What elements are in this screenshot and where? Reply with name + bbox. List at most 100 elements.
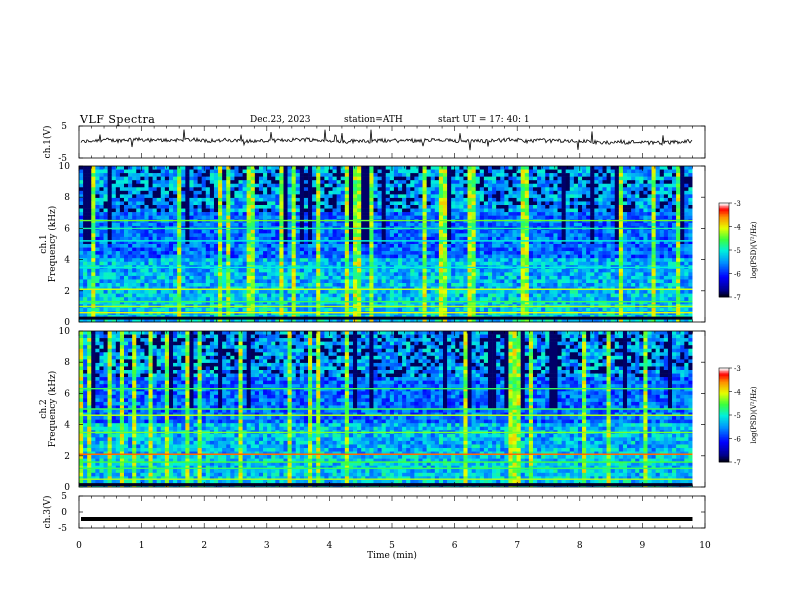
psd-cell [299,290,305,294]
psd-cell [234,283,239,287]
psd-cell [336,307,342,312]
psd-cell [361,187,366,192]
psd-cell [267,254,272,259]
psd-cell [242,194,247,199]
psd-cell [263,286,268,291]
psd-cell [181,293,186,298]
psd-cell [389,215,395,220]
psd-cell [365,215,370,220]
psd-cell [185,293,190,298]
psd-cell [222,293,227,298]
psd-cell [136,244,141,248]
psd-cell [271,208,276,213]
psd-cell [185,212,190,216]
psd-cell [140,183,145,188]
psd-cell [189,183,194,188]
psd-cell [406,272,411,277]
psd-cell [193,190,198,195]
psd-cell [377,244,382,248]
psd-cell [467,236,472,241]
psd-cell [365,307,370,312]
psd-cell [152,307,158,312]
psd-cell [197,261,202,266]
psd-cell [87,190,92,195]
psd-cell [389,286,395,291]
psd-cell [496,307,501,312]
psd-cell [246,272,252,277]
psd-cell [312,261,317,266]
psd-cell [328,268,333,273]
psd-cell [492,176,497,181]
psd-cell [316,222,321,227]
psd-cell [254,283,260,287]
psd-cell [504,290,509,294]
psd-cell [242,240,247,245]
psd-cell [328,279,333,284]
psd-cell [201,187,207,192]
psd-cell [524,187,530,192]
psd-cell [512,275,517,280]
psd-cell [357,169,362,174]
psd-cell [451,173,456,177]
psd-cell [160,208,166,213]
psd-cell [467,194,472,199]
psd-cell [148,268,153,273]
psd-cell [336,318,342,323]
psd-cell [226,268,231,273]
psd-cell [504,176,509,181]
psd-cell [410,229,415,234]
psd-cell [393,297,399,302]
psd-cell [459,187,464,192]
psd-cell [99,201,104,206]
psd-cell [177,244,182,248]
psd-cell [254,268,260,273]
psd-cell [222,283,227,287]
psd-cell [79,173,84,177]
psd-cell [348,268,354,273]
psd-cell [83,169,88,174]
psd-cell [385,215,391,220]
psd-cell [222,307,227,312]
psd-cell [528,236,534,241]
psd-cell [353,258,358,263]
psd-cell [438,173,444,177]
psd-cell [132,254,137,259]
psd-cell [422,212,427,216]
psd-cell [267,222,272,227]
psd-cell [103,254,108,259]
psd-cell [500,176,505,181]
psd-cell [287,169,292,174]
psd-cell [275,318,280,323]
psd-cell [119,251,125,255]
psd-cell [348,251,354,255]
psd-cell [332,197,337,202]
psd-cell [410,297,415,302]
psd-cell [156,279,162,284]
psd-cell [209,247,215,252]
psd-cell [357,251,362,255]
psd-cell [226,233,231,238]
psd-cell [467,300,472,305]
psd-cell [168,254,174,259]
psd-cell [246,215,252,220]
psd-cell [418,279,423,284]
psd-cell [381,279,387,284]
psd-cell [250,297,256,302]
psd-cell [422,307,427,312]
psd-cell [353,297,358,302]
psd-cell [103,268,108,273]
psd-cell [238,300,243,305]
psd-cell [328,258,333,263]
psd-cell [230,297,235,302]
psd-cell [393,201,399,206]
psd-cell [87,283,92,287]
psd-cell [119,307,125,312]
psd-cell [381,215,387,220]
psd-cell [316,236,321,241]
psd-cell [238,251,243,255]
psd-cell [209,180,215,185]
psd-cell [336,300,342,305]
psd-cell [246,205,252,209]
psd-cell [250,258,256,263]
psd-cell [189,244,194,248]
